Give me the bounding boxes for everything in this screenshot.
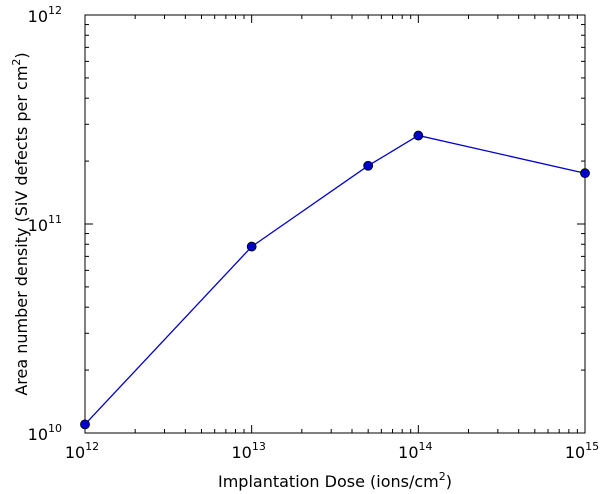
y-tick-label: 1012 xyxy=(28,4,62,26)
data-point xyxy=(363,160,374,171)
y-tick-label: 1010 xyxy=(28,422,62,444)
y-axis-label: Area number density (SiV defects per cm2… xyxy=(10,52,31,395)
y-tick-label: 1011 xyxy=(28,213,62,235)
data-point xyxy=(580,168,590,179)
plot-area xyxy=(84,14,586,434)
data-point xyxy=(80,419,90,430)
x-tick-label: 1015 xyxy=(565,440,599,462)
x-tick-label: 1012 xyxy=(65,440,99,462)
x-axis-label: Implantation Dose (ions/cm2) xyxy=(218,470,452,491)
x-axis-ticks: 1012 1013 1014 1015 xyxy=(65,15,599,462)
y-axis-ticks: 1010 1011 1012 xyxy=(28,4,585,444)
data-point xyxy=(246,241,257,252)
x-tick-label: 1013 xyxy=(231,440,265,462)
x-tick-label: 1014 xyxy=(398,440,432,462)
series-layer xyxy=(80,130,590,430)
data-point xyxy=(413,130,424,141)
